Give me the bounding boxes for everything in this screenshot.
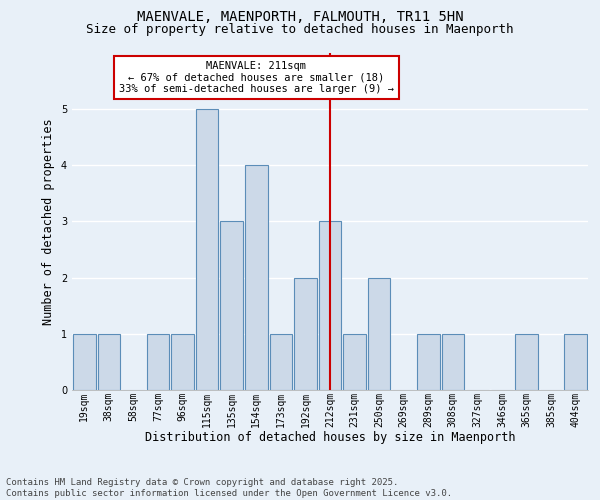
Bar <box>319 221 341 390</box>
Bar <box>98 334 120 390</box>
Bar <box>220 221 243 390</box>
Bar <box>294 278 317 390</box>
Bar <box>368 278 391 390</box>
Text: Size of property relative to detached houses in Maenporth: Size of property relative to detached ho… <box>86 22 514 36</box>
Bar <box>442 334 464 390</box>
Bar <box>515 334 538 390</box>
Bar <box>196 109 218 390</box>
Bar <box>343 334 366 390</box>
Bar <box>245 165 268 390</box>
Bar <box>565 334 587 390</box>
Text: MAENVALE, MAENPORTH, FALMOUTH, TR11 5HN: MAENVALE, MAENPORTH, FALMOUTH, TR11 5HN <box>137 10 463 24</box>
Bar <box>73 334 95 390</box>
Bar <box>171 334 194 390</box>
Text: Contains HM Land Registry data © Crown copyright and database right 2025.
Contai: Contains HM Land Registry data © Crown c… <box>6 478 452 498</box>
Bar <box>146 334 169 390</box>
Bar <box>417 334 440 390</box>
Bar <box>269 334 292 390</box>
Y-axis label: Number of detached properties: Number of detached properties <box>43 118 55 324</box>
X-axis label: Distribution of detached houses by size in Maenporth: Distribution of detached houses by size … <box>145 431 515 444</box>
Text: MAENVALE: 211sqm
← 67% of detached houses are smaller (18)
33% of semi-detached : MAENVALE: 211sqm ← 67% of detached house… <box>119 61 394 94</box>
